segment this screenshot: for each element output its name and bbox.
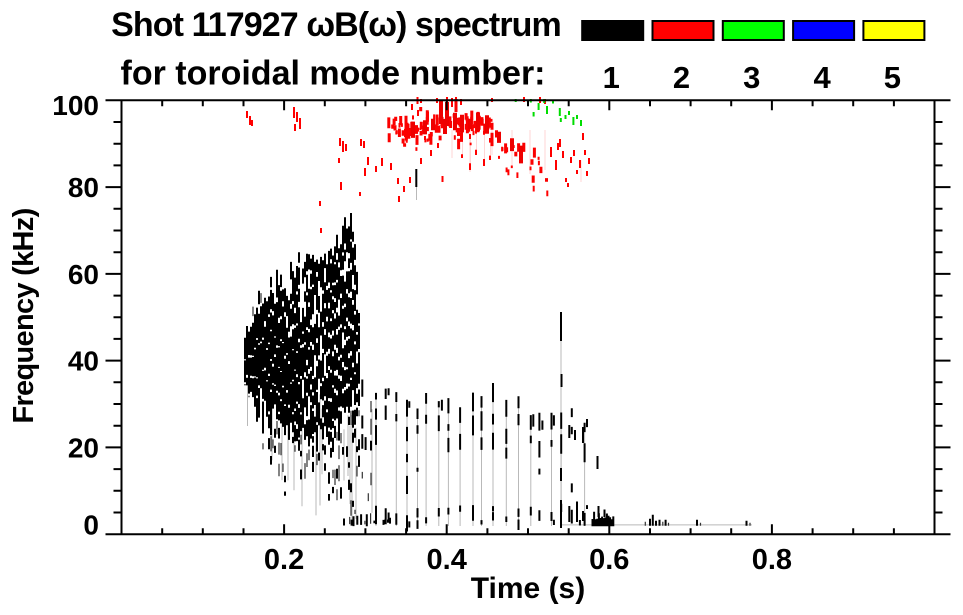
svg-text:1: 1 xyxy=(603,60,620,95)
svg-text:5: 5 xyxy=(884,60,901,95)
svg-text:20: 20 xyxy=(68,432,99,463)
svg-text:Shot 117927 ωB(ω) spectrum: Shot 117927 ωB(ω) spectrum xyxy=(111,6,561,44)
svg-text:100: 100 xyxy=(52,90,99,121)
svg-text:2: 2 xyxy=(673,60,690,95)
svg-text:0.6: 0.6 xyxy=(589,544,629,576)
svg-text:for toroidal mode number:: for toroidal mode number: xyxy=(121,55,546,93)
svg-text:3: 3 xyxy=(743,60,760,95)
svg-text:Time (s): Time (s) xyxy=(471,572,585,605)
svg-text:0: 0 xyxy=(83,510,99,541)
svg-text:0.4: 0.4 xyxy=(427,544,467,576)
svg-text:80: 80 xyxy=(68,172,99,203)
svg-text:Frequency (kHz): Frequency (kHz) xyxy=(8,208,40,423)
svg-text:0.8: 0.8 xyxy=(752,544,792,576)
svg-text:60: 60 xyxy=(68,259,99,290)
svg-text:4: 4 xyxy=(813,60,831,95)
svg-text:40: 40 xyxy=(68,346,99,377)
svg-text:0.2: 0.2 xyxy=(264,544,304,576)
